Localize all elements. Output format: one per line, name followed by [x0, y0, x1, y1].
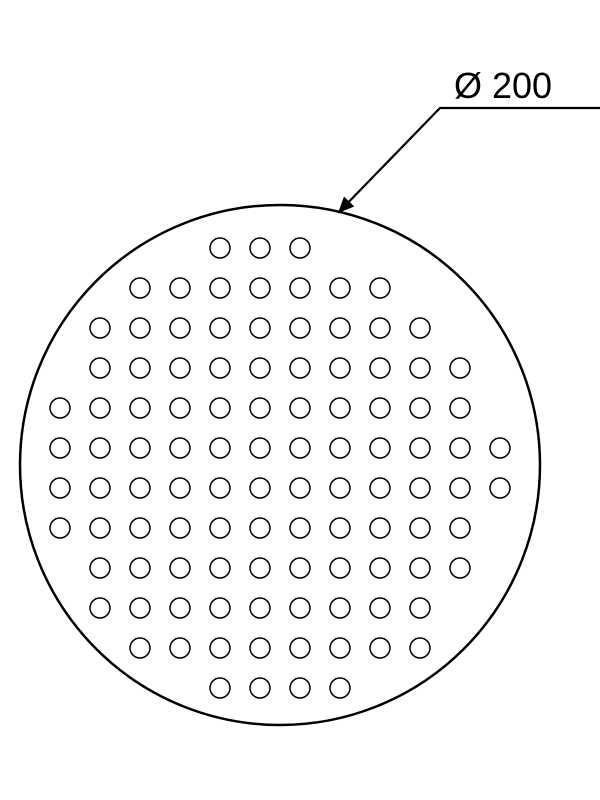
technical-drawing: Ø 200 — [0, 0, 600, 800]
canvas-background — [0, 0, 600, 800]
dimension-label: Ø 200 — [454, 65, 552, 106]
